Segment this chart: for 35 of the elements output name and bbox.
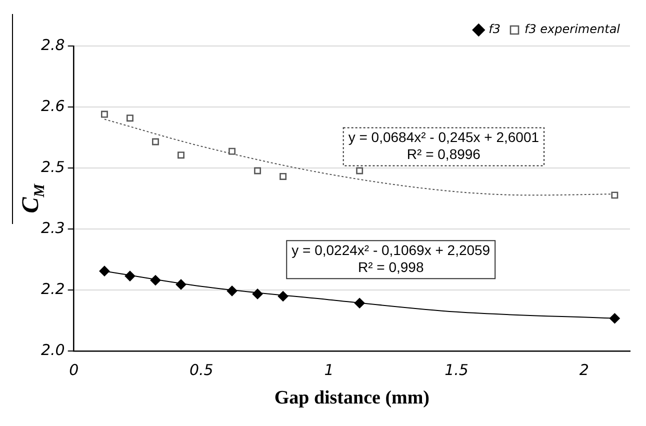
- point: [356, 167, 364, 174]
- point: [124, 270, 136, 282]
- x-axis-title: Gap distance (mm): [274, 388, 430, 409]
- point: [150, 275, 161, 286]
- point: [278, 291, 288, 302]
- y-tick-label: 2.2: [40, 280, 65, 298]
- point: [176, 279, 186, 290]
- x-tick-label: 1: [324, 361, 334, 380]
- y-axis-title: CM: [18, 183, 48, 214]
- point: [611, 192, 618, 199]
- legend-label: f3: [488, 22, 501, 36]
- y-tick-label: 2.3: [40, 219, 65, 238]
- point: [280, 172, 287, 180]
- point: [178, 152, 184, 159]
- point: [100, 110, 108, 118]
- point: [252, 288, 263, 300]
- annotation: y = 0,0684x² - 0,245x + 2,6001 R² = 0,8996: [348, 129, 540, 162]
- x-tick-label: 2: [579, 361, 589, 380]
- point: [610, 313, 620, 324]
- point: [126, 114, 134, 122]
- point: [228, 148, 236, 155]
- point: [99, 266, 110, 276]
- x-tick-label: 0.5: [189, 361, 214, 380]
- point: [254, 167, 262, 174]
- annotation: y = 0,0224x² - 0,1069x + 2,2059 R² = 0,998: [292, 242, 490, 275]
- point: [226, 286, 238, 296]
- x-tick-label: 1.5: [444, 361, 468, 380]
- y-tick-label: 2.5: [40, 158, 65, 176]
- y-tick-label: 2.6: [40, 96, 65, 115]
- y-tick-label: 2.8: [40, 36, 65, 54]
- y-tick-label: 2.0: [40, 341, 65, 360]
- legend-label: f3 experimental: [524, 22, 621, 36]
- point: [152, 138, 159, 146]
- x-tick-label: 0: [69, 361, 79, 380]
- point: [354, 298, 365, 308]
